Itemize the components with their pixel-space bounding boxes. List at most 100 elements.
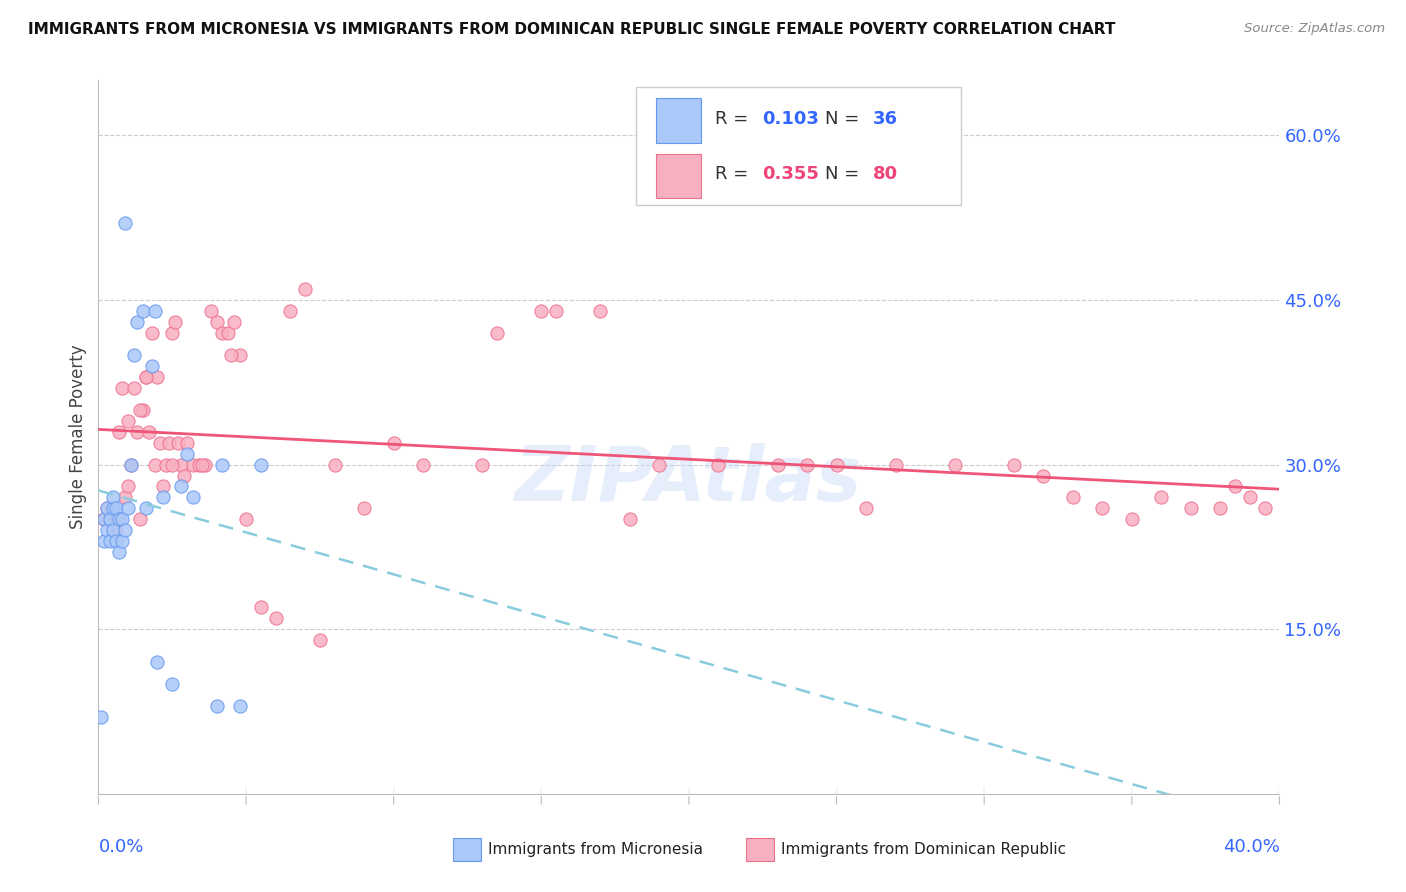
Point [217,326,239,340]
FancyBboxPatch shape [655,153,700,198]
Text: R =: R = [714,110,754,128]
Y-axis label: Single Female Poverty: Single Female Poverty [69,345,87,529]
Point [589,303,612,318]
Text: N =: N = [825,110,865,128]
Point [146,655,169,669]
Point [309,633,332,648]
Point [122,348,145,362]
Point [93,534,115,549]
Point [205,699,228,714]
Point [96,524,118,538]
Text: ZIPAtlas: ZIPAtlas [515,443,863,516]
Point [162,677,183,691]
Point [108,545,131,559]
Point [135,369,157,384]
Point [229,348,252,362]
Point [280,303,302,318]
Point [1121,512,1143,526]
Point [1254,501,1277,516]
Point [120,458,142,472]
Text: Source: ZipAtlas.com: Source: ZipAtlas.com [1244,22,1385,36]
Point [103,524,125,538]
Point [143,303,166,318]
Point [135,501,157,516]
Text: 40.0%: 40.0% [1223,838,1279,855]
Point [162,458,183,472]
Point [1062,491,1084,505]
Point [707,458,730,472]
Point [530,303,553,318]
Point [619,512,641,526]
Point [108,425,131,439]
Text: N =: N = [825,165,865,183]
Point [294,282,316,296]
Point [181,491,204,505]
Point [884,458,907,472]
Point [170,458,193,472]
Point [796,458,818,472]
Point [117,501,139,516]
Point [235,512,257,526]
Point [167,435,190,450]
Point [125,425,148,439]
Point [125,315,148,329]
Point [181,458,204,472]
FancyBboxPatch shape [655,98,700,143]
Point [382,435,405,450]
Point [157,435,180,450]
Point [486,326,509,340]
Point [141,359,163,373]
Point [114,491,136,505]
Point [98,512,121,526]
Point [96,501,118,516]
Point [162,326,183,340]
Point [149,435,172,450]
Point [122,381,145,395]
Point [105,501,128,516]
Point [128,512,150,526]
Point [1225,479,1247,493]
Point [1239,491,1261,505]
Point [165,315,187,329]
Text: R =: R = [714,165,754,183]
Point [1002,458,1025,472]
Point [264,611,287,625]
Point [766,458,789,472]
Point [117,414,139,428]
Point [943,458,966,472]
Point [111,381,134,395]
Point [117,479,139,493]
Text: 0.0%: 0.0% [98,838,143,855]
Point [141,326,163,340]
Point [103,501,125,516]
Point [93,512,115,526]
Point [155,458,177,472]
Point [176,446,198,460]
Point [205,315,228,329]
Point [250,458,273,472]
Point [120,458,142,472]
Point [146,369,169,384]
FancyBboxPatch shape [745,838,773,861]
Point [323,458,346,472]
Point [412,458,434,472]
Point [221,348,243,362]
Point [93,512,115,526]
Point [128,402,150,417]
Point [108,512,131,526]
Point [1150,491,1173,505]
Point [135,369,157,384]
Point [187,458,209,472]
Point [132,402,155,417]
Point [224,315,246,329]
Point [194,458,217,472]
Point [170,479,193,493]
Point [152,479,174,493]
Point [108,512,131,526]
Point [191,458,214,472]
Point [111,512,134,526]
Point [825,458,848,472]
Point [546,303,568,318]
Point [105,524,128,538]
Point [114,524,136,538]
